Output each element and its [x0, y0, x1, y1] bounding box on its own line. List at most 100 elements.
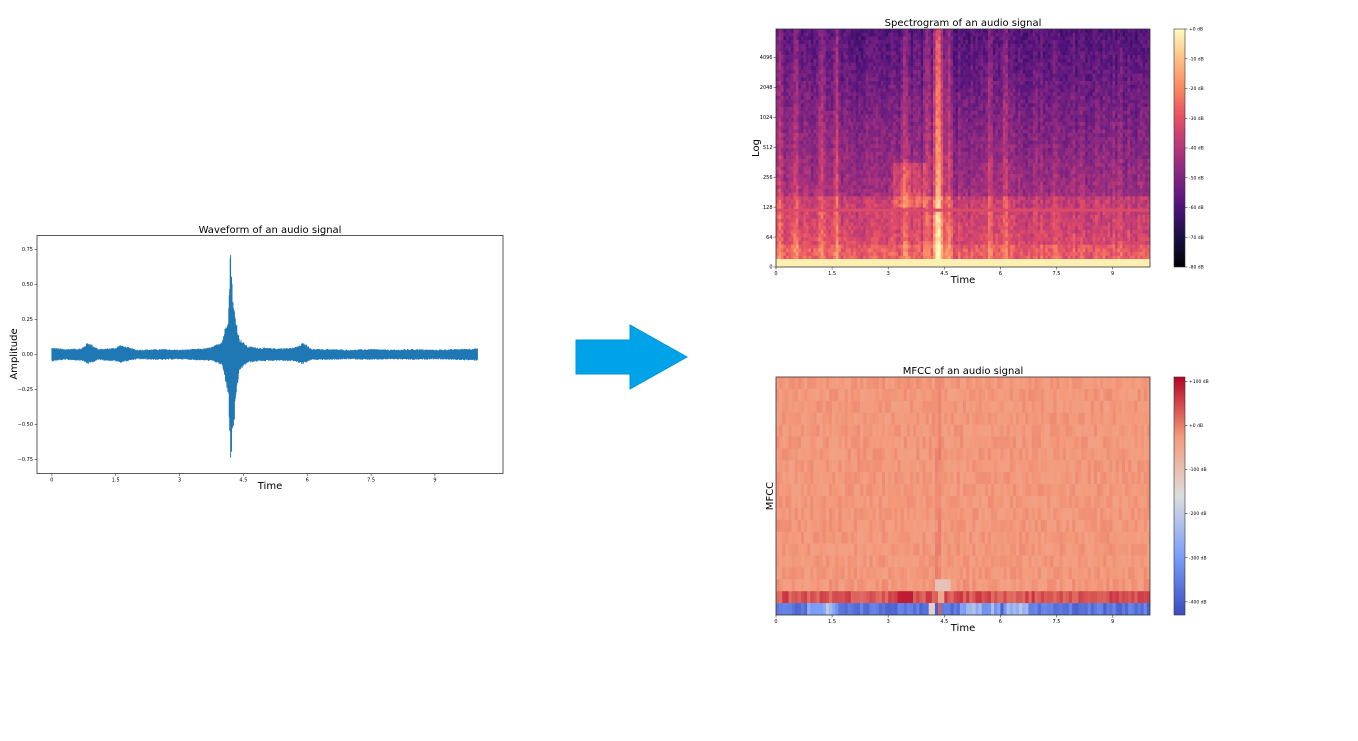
spectrogram-cell: [963, 133, 966, 138]
spectrogram-cell: [970, 125, 974, 130]
spectrogram-cell: [1102, 32, 1106, 37]
spectrogram-cell: [1132, 103, 1136, 108]
spectrogram-cell: [783, 125, 787, 130]
spectrogram-cell: [1002, 73, 1006, 78]
spectrogram-cell: [980, 114, 984, 119]
spectrogram-cell: [1127, 114, 1131, 119]
spectrogram-cell: [1092, 140, 1096, 145]
spectrogram-cell: [940, 118, 944, 123]
spectrogram-cell: [1042, 58, 1046, 63]
spectrogram-cell: [1132, 107, 1136, 112]
spectrogram-cell: [1082, 40, 1086, 45]
spectrogram-cell: [913, 84, 916, 89]
spectrogram-cell: [875, 47, 879, 52]
spectrogram-cell: [1037, 77, 1041, 82]
spectrogram-cell: [995, 140, 999, 145]
spectrogram-cell: [1077, 47, 1081, 52]
spectrogram-cell: [1090, 36, 1093, 41]
spectrogram-cell: [1015, 69, 1019, 74]
spectrogram-cell: [1082, 140, 1086, 145]
spectrogram-cell: [1100, 136, 1103, 141]
spectrogram-cell: [1132, 51, 1136, 56]
spectrogram-cell: [945, 84, 949, 89]
spectrogram-cell: [1062, 125, 1066, 130]
spectrogram-cell: [1092, 43, 1096, 48]
spectrogram-cell: [823, 81, 827, 86]
spectrogram-cell: [975, 84, 979, 89]
spectrogram-cell: [958, 136, 961, 141]
spectrogram-cell: [930, 40, 934, 45]
spectrogram-cell: [975, 125, 979, 130]
spectrogram-cell: [935, 118, 939, 123]
spectrogram-cell: [905, 121, 909, 126]
spectrogram-cell: [1087, 81, 1091, 86]
spectrogram-cell: [820, 36, 824, 41]
spectrogram-cell: [833, 47, 837, 52]
spectrogram-cell: [1070, 125, 1073, 130]
spectrogram-cell: [893, 88, 896, 93]
spectrogram-cell: [783, 99, 787, 104]
spectrogram-cell: [795, 95, 799, 100]
spectrogram-cell: [885, 103, 889, 108]
spectrogram-cell: [820, 99, 824, 104]
spectrogram-cell: [785, 58, 789, 63]
spectrogram-cell: [888, 107, 891, 112]
spectrogram-cell: [1000, 40, 1004, 45]
waveform-y-ticks: 0.750.500.250.00−0.25−0.50−0.75: [18, 247, 37, 463]
spectrogram-cell: [963, 144, 966, 149]
spectrogram-cell: [1117, 129, 1121, 134]
spectrogram-cell: [1087, 84, 1091, 89]
spectrogram-cell: [898, 133, 901, 138]
spectrogram-cell: [1067, 148, 1071, 153]
spectrogram-cell: [943, 136, 946, 141]
spectrogram-cell: [863, 40, 867, 45]
spectrogram-cell: [933, 84, 936, 89]
spectrogram-cell: [823, 40, 827, 45]
spectrogram-cell: [873, 77, 877, 82]
spectrogram-cell: [833, 69, 837, 74]
spectrogram-cell: [1075, 84, 1078, 89]
spectrogram-cell: [938, 103, 941, 108]
spectrogram-cell: [915, 43, 919, 48]
spectrogram-cell: [888, 29, 891, 34]
spectrogram-cell: [1115, 118, 1118, 123]
spectrogram-cell: [788, 110, 792, 115]
spectrogram-cell: [1107, 125, 1111, 130]
spectrogram-cell: [960, 95, 964, 100]
spectrogram-cell: [1012, 40, 1016, 45]
spectrogram-cell: [1075, 114, 1078, 119]
spectrogram-cell: [930, 73, 934, 78]
spectrogram-cell: [1110, 125, 1113, 130]
spectrogram-cell: [870, 81, 874, 86]
spectrogram-cell: [873, 58, 877, 63]
spectrogram-cell: [1087, 55, 1091, 60]
spectrogram-cell: [1147, 62, 1150, 67]
spectrogram-cell: [840, 40, 844, 45]
spectrogram-cell: [805, 51, 809, 56]
spectrogram-cell: [963, 118, 966, 123]
spectrogram-cell: [870, 47, 874, 52]
spectrogram-cell: [940, 129, 944, 134]
spectrogram-cell: [1050, 103, 1054, 108]
spectrogram-cell: [1110, 62, 1113, 67]
spectrogram-cell: [1092, 88, 1096, 93]
spectrogram-cell: [1017, 66, 1021, 71]
spectrogram-cell: [995, 32, 999, 37]
spectrogram-cell: [1047, 118, 1051, 123]
spectrogram-cell: [1140, 43, 1143, 48]
spectrogram-cell: [1032, 121, 1036, 126]
spectrogram-cell: [970, 121, 974, 126]
spectrogram-cell: [790, 62, 794, 67]
spectrogram-cell: [915, 92, 919, 97]
spectrogram-cell: [948, 144, 951, 149]
spectrogram-cell: [995, 51, 999, 56]
spectrogram-cell: [1122, 118, 1126, 123]
spectrogram-cell: [1107, 81, 1111, 86]
spectrogram-cell: [1015, 77, 1019, 82]
spectrogram-cell: [1027, 110, 1031, 115]
spectrogram-cell: [785, 148, 789, 153]
spectrogram-cell: [818, 51, 822, 56]
spectrogram-cell: [1112, 121, 1116, 126]
spectrogram-cell: [1017, 103, 1021, 108]
spectrogram-cell: [1042, 103, 1046, 108]
